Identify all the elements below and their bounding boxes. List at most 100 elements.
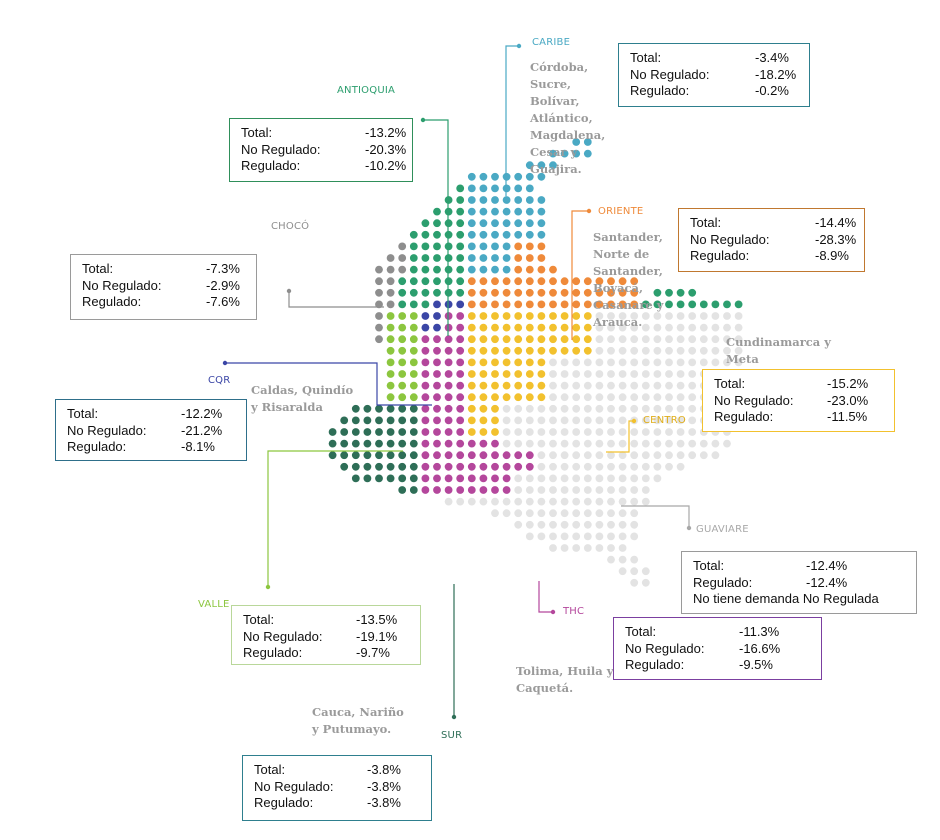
map-dot-caribe xyxy=(502,242,511,251)
map-dot-blank xyxy=(734,323,743,332)
stat-value: -15.2% xyxy=(827,376,869,391)
map-dot-thc xyxy=(444,346,453,355)
map-dot-centro xyxy=(479,428,488,436)
map-dot-thc xyxy=(421,474,430,483)
map-dot-blank xyxy=(630,567,639,576)
map-dot-valle xyxy=(398,312,407,320)
map-dot-blank xyxy=(583,520,592,529)
map-dot-blank xyxy=(653,451,662,460)
map-dot-blank xyxy=(525,428,534,436)
map-dot-sur xyxy=(351,474,360,483)
map-dot-valle xyxy=(398,358,407,367)
map-dot-blank xyxy=(653,381,662,390)
description-oriente: Santander, Norte de Santander, Boyacá, C… xyxy=(593,229,663,331)
map-dot-blank xyxy=(734,312,743,320)
map-dot-thc xyxy=(456,335,465,344)
map-dot-caribe xyxy=(479,254,488,262)
map-dot-thc xyxy=(421,346,430,355)
description-centro: Cundinamarca y Meta xyxy=(726,334,831,368)
map-dot-oriente xyxy=(560,300,569,309)
map-dot-oriente xyxy=(514,300,523,309)
map-dot-thc xyxy=(421,451,430,460)
map-dot-blank xyxy=(572,520,581,529)
map-dot-caribe xyxy=(560,149,569,158)
map-dot-blank xyxy=(699,323,708,332)
map-dot-antioquia xyxy=(456,230,465,239)
map-dot-thc xyxy=(456,358,465,367)
map-dot-caribe xyxy=(467,265,476,274)
map-dot-sur xyxy=(409,486,418,494)
map-dot-blank xyxy=(653,358,662,367)
map-dot-blank xyxy=(630,497,639,506)
map-dot-caribe xyxy=(467,184,476,193)
map-dot-sur xyxy=(409,416,418,425)
map-dot-caribe xyxy=(502,230,511,239)
map-dot-thc xyxy=(421,416,430,425)
map-dot-blank xyxy=(502,404,511,413)
map-dot-blank xyxy=(641,370,650,378)
map-dot-blank xyxy=(549,381,557,390)
map-dot-antioquia xyxy=(398,277,407,286)
stat-label: No Regulado: xyxy=(690,231,770,247)
stat-row: Total: -7.3% xyxy=(82,261,256,278)
map-dot-oriente xyxy=(560,277,569,286)
map-dot-blank xyxy=(688,416,697,425)
stat-row: Total: -3.8% xyxy=(254,762,431,779)
map-dot-blank xyxy=(537,404,546,413)
map-dot-thc xyxy=(514,451,523,460)
map-dot-antioquia xyxy=(699,300,708,309)
stat-label: Total: xyxy=(67,406,99,421)
map-dot-blank xyxy=(467,497,476,506)
map-dot-blank xyxy=(630,370,639,378)
map-dot-thc xyxy=(456,370,465,378)
map-dot-sur xyxy=(409,439,418,448)
stat-value: -3.8% xyxy=(367,762,401,777)
map-dot-blank xyxy=(572,416,581,425)
map-dot-thc xyxy=(456,439,465,448)
map-dot-antioquia xyxy=(456,254,465,262)
map-dot-blank xyxy=(688,439,697,448)
map-dot-thc xyxy=(444,335,453,344)
map-dot-blank xyxy=(572,393,581,402)
map-dot-antioquia xyxy=(456,184,465,193)
stat-row: No Regulado: -18.2% xyxy=(630,67,809,84)
map-dot-blank xyxy=(525,404,534,413)
map-dot-blank xyxy=(665,358,673,367)
map-dot-choco xyxy=(398,242,407,251)
map-dot-oriente xyxy=(607,300,615,309)
stat-row: Regulado: -9.7% xyxy=(243,645,420,662)
map-dot-centro xyxy=(479,370,488,378)
map-dot-centro xyxy=(537,346,546,355)
map-dot-blank xyxy=(583,370,592,378)
stat-row: Regulado: -9.5% xyxy=(625,657,821,674)
map-dot-thc xyxy=(444,439,453,448)
map-dot-caribe xyxy=(583,138,592,146)
map-dot-blank xyxy=(572,509,581,518)
stat-value: -12.2% xyxy=(181,406,223,421)
map-dot-caribe xyxy=(502,254,511,262)
map-dot-caribe xyxy=(583,149,592,158)
map-dot-centro xyxy=(572,323,581,332)
stat-label: Regulado: xyxy=(67,439,127,454)
map-dot-blank xyxy=(665,462,673,471)
map-dot-blank xyxy=(607,544,615,552)
map-dot-antioquia xyxy=(665,300,673,309)
description-sur: Cauca, Nariño y Putumayo. xyxy=(312,704,404,738)
map-dot-thc xyxy=(444,404,453,413)
map-dot-blank xyxy=(560,404,569,413)
map-dot-blank xyxy=(583,532,592,541)
map-dot-blank xyxy=(607,370,615,378)
map-dot-blank xyxy=(641,497,650,506)
map-dot-blank xyxy=(572,381,581,390)
map-dot-sur xyxy=(398,439,407,448)
map-dot-blank xyxy=(699,451,708,460)
map-dot-blank xyxy=(665,439,673,448)
map-dot-blank xyxy=(618,393,627,402)
map-dot-thc xyxy=(444,462,453,471)
map-dot-thc xyxy=(433,474,441,483)
map-dot-antioquia xyxy=(734,300,743,309)
map-dot-oriente xyxy=(618,300,627,309)
stat-row: No Regulado: -2.9% xyxy=(82,278,256,295)
map-dot-oriente xyxy=(502,300,511,309)
map-dot-choco xyxy=(375,300,383,309)
